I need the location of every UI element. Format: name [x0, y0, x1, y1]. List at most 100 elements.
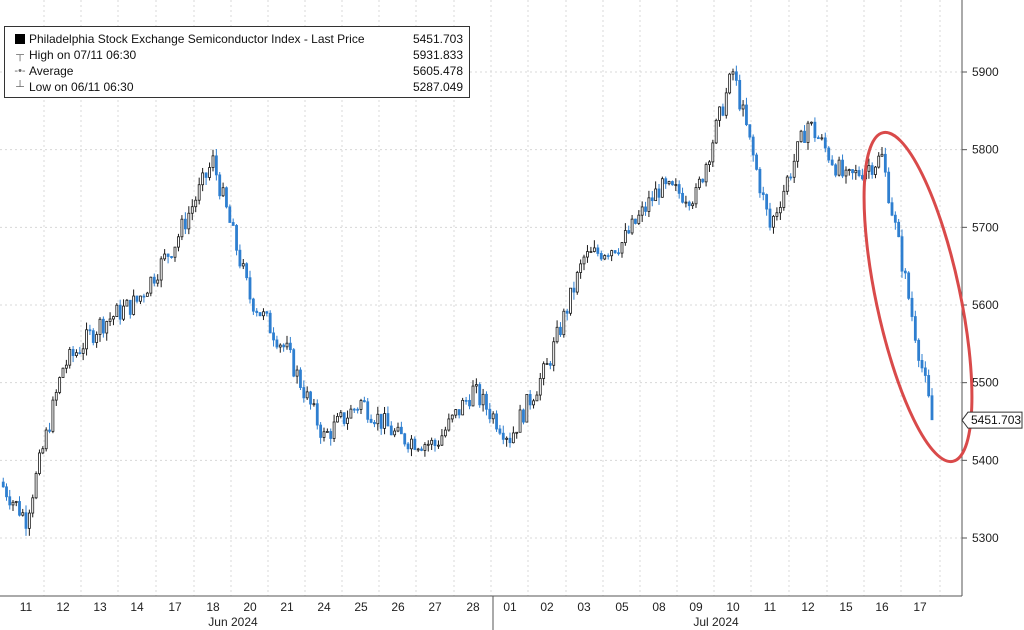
candle-body	[295, 369, 299, 377]
legend-value: 5287.049	[412, 80, 463, 94]
candle-body	[349, 408, 353, 419]
high-marker-icon: ┬	[16, 49, 24, 61]
candle-body	[518, 409, 522, 433]
candle-body	[383, 413, 386, 429]
square-icon	[11, 31, 29, 49]
candle-body	[285, 342, 289, 348]
candle-body	[426, 443, 430, 446]
candle-body	[379, 413, 383, 429]
candle-body	[748, 124, 752, 138]
candle-body	[342, 412, 346, 424]
candle-body	[352, 408, 356, 411]
candle-body	[329, 431, 333, 439]
candle-body	[851, 169, 854, 174]
candle-body	[485, 393, 488, 410]
legend-value: 5451.703	[412, 32, 463, 46]
candle-body	[413, 438, 417, 450]
candle-body	[38, 452, 41, 474]
candle-body	[433, 439, 437, 446]
candle-body	[201, 172, 205, 186]
candle-body	[758, 168, 762, 194]
candle-body	[923, 367, 927, 376]
x-tick-label: 13	[93, 600, 107, 614]
x-tick-label: 18	[206, 600, 220, 614]
candle-body	[299, 369, 302, 388]
annotation-layer: 5451.703	[862, 130, 1023, 464]
candle-body	[305, 391, 309, 399]
candle-body	[870, 165, 874, 175]
candle-body	[623, 230, 627, 244]
candle-body	[152, 276, 156, 284]
candle-body	[799, 130, 803, 143]
candle-body	[589, 251, 593, 253]
candle-body	[613, 250, 617, 254]
candle-body	[251, 298, 255, 312]
candle-body	[538, 378, 542, 396]
candle-body	[910, 297, 914, 317]
candle-body	[346, 417, 349, 424]
candle-body	[366, 401, 370, 420]
candle-body	[1, 481, 5, 488]
candle-body	[41, 448, 45, 454]
candle-body	[515, 431, 519, 434]
x-tick-label: 08	[652, 600, 666, 614]
candle-body	[474, 384, 478, 387]
candle-body	[498, 428, 502, 434]
candle-body	[18, 501, 21, 516]
month-label: Jun 2024	[208, 615, 258, 629]
candle-body	[420, 448, 423, 451]
candle-body	[71, 349, 75, 356]
candle-body	[241, 263, 245, 267]
candle-body	[897, 221, 901, 238]
candle-body	[108, 318, 112, 322]
candle-body	[194, 199, 198, 208]
candle-body	[823, 137, 827, 149]
candle-body	[681, 192, 684, 203]
candle-body	[650, 197, 654, 202]
candle-body	[917, 339, 921, 361]
candle-body	[336, 416, 339, 423]
candle-body	[373, 422, 376, 425]
legend-label: High on 07/11 06:30	[29, 48, 137, 62]
candle-body	[95, 334, 99, 343]
x-tick-label: 11	[764, 600, 777, 614]
candle-body	[900, 236, 904, 272]
candle-body	[339, 412, 343, 417]
candle-body	[278, 344, 282, 348]
candle-body	[667, 181, 671, 185]
candle-body	[262, 311, 265, 317]
x-tick-label: 21	[280, 600, 294, 614]
candle-body	[893, 214, 897, 223]
candle-body	[714, 119, 718, 144]
candle-body	[511, 432, 515, 444]
candle-body	[586, 251, 589, 258]
candle-body	[248, 277, 252, 300]
candle-body	[508, 437, 512, 444]
candle-body	[204, 172, 208, 178]
candle-body	[634, 218, 637, 224]
candle-body	[505, 437, 509, 440]
x-tick-label: 10	[726, 600, 740, 614]
candle-body	[677, 184, 681, 194]
last-price-tag	[961, 411, 1023, 429]
candle-body	[718, 106, 721, 121]
candle-body	[75, 352, 78, 356]
x-tick-label: 01	[503, 600, 517, 614]
candle-body	[644, 206, 647, 212]
average-line-icon: -•-	[14, 65, 26, 77]
candle-body	[376, 413, 380, 425]
candle-body	[721, 106, 725, 116]
candle-body	[765, 194, 769, 210]
candle-body	[454, 409, 458, 416]
candle-body	[478, 384, 482, 406]
grid-layer	[0, 0, 962, 596]
legend-value: 5931.833	[412, 48, 463, 62]
candle-body	[837, 159, 841, 176]
candle-body	[582, 256, 586, 265]
candle-body	[751, 136, 755, 156]
candle-body	[389, 425, 393, 436]
candle-body	[671, 181, 674, 186]
candle-body	[627, 230, 631, 234]
candle-body	[813, 121, 817, 139]
candle-body	[684, 201, 688, 204]
